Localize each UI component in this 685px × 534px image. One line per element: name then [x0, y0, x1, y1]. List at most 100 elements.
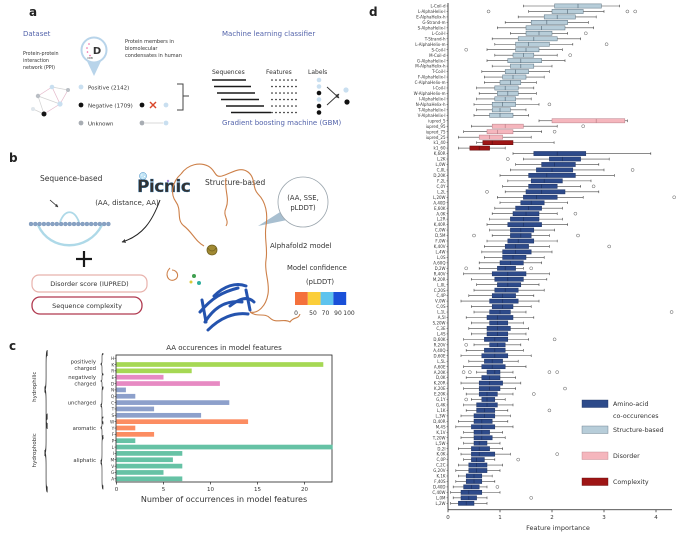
row-label: F,0W: [435, 239, 445, 244]
node: [57, 101, 63, 107]
feature-dot: [295, 92, 297, 94]
outlier-point: [464, 266, 468, 271]
legend-swatch: [581, 399, 609, 408]
box: [499, 260, 524, 266]
feature-dot: [279, 85, 281, 88]
disorder-score-box: [31, 274, 148, 293]
row-label: D,5M: [435, 233, 446, 238]
supergroup-label: hydrophobic: [32, 433, 38, 467]
colorbar-tick: 90: [334, 310, 342, 317]
row-label: K,1K: [436, 474, 445, 479]
box: [536, 167, 574, 173]
panel-b: b Sequence-based Picnic (AA, distance, A…: [9, 151, 355, 332]
outlier-point: [669, 310, 674, 314]
bead: [28, 221, 34, 227]
row-label: A,0K: [436, 211, 446, 216]
ppi-network-icon: [31, 84, 70, 117]
node: [66, 88, 70, 92]
feature-dot: [295, 98, 297, 101]
row-label: M-Coil-d: [429, 53, 446, 58]
node: [49, 84, 55, 90]
bar: [116, 438, 136, 444]
bead: [37, 221, 42, 227]
box: [515, 41, 550, 47]
gbm-caption: Gradient boosting machine (GBM): [222, 119, 341, 127]
outlier-point: [529, 496, 533, 500]
positive-label: Positive (2142): [88, 86, 129, 92]
feature-dot: [287, 79, 289, 81]
xtick-label: 2: [550, 515, 554, 521]
row-label: A,60Q: [433, 260, 445, 265]
xtick-label: 3: [602, 515, 606, 521]
outlier-point: [485, 190, 489, 194]
box: [476, 408, 496, 413]
row-label: L,0M: [436, 495, 446, 500]
group-label: aromatic: [73, 426, 97, 432]
positive-dot: [78, 84, 84, 90]
box: [530, 20, 568, 25]
box: [551, 118, 626, 124]
row-label: E-AlphaHelix-h: [416, 15, 446, 20]
box: [528, 173, 576, 178]
panel-d-tag: d: [369, 5, 378, 19]
bar-label: F: [112, 432, 115, 438]
panel-d-chart: L-Coil-dL-AlphaHelix-lE-AlphaHelix-hG-St…: [414, 3, 676, 532]
outlier-point: [552, 337, 557, 342]
sequence-based-title: Sequence-based: [40, 174, 103, 183]
bracket-icon: [177, 83, 189, 111]
box: [486, 129, 514, 135]
feature-dots-icon: [271, 79, 297, 114]
outlier-point: [506, 157, 510, 161]
row-label: iupred_95: [426, 124, 446, 129]
bar: [116, 387, 126, 393]
box: [494, 276, 524, 282]
bead: [80, 221, 85, 227]
row-label: L,5L: [437, 359, 446, 364]
xtick-label: 1: [498, 515, 502, 521]
svg-text:condensates in human: condensates in human: [125, 53, 182, 59]
xtick-label: 15: [254, 487, 261, 493]
outlier-point: [555, 452, 559, 456]
row-label: iupred_75: [426, 129, 446, 134]
row-label: F,2L: [437, 178, 446, 183]
box: [507, 58, 542, 63]
box: [533, 151, 587, 156]
bead: [89, 221, 94, 227]
box: [515, 47, 540, 53]
outlier-point: [563, 386, 567, 391]
dataset-title: Dataset: [23, 30, 51, 38]
ppi-caption: Protein-protein: [23, 51, 59, 57]
box: [510, 63, 535, 69]
feature-dot: [275, 85, 277, 88]
outlier-point: [576, 233, 580, 238]
row-label: M,20R: [433, 277, 446, 282]
bar-label: S: [111, 413, 114, 419]
bead: [46, 221, 51, 227]
row-label: D,60K: [433, 337, 445, 342]
row-label: D,0K: [436, 375, 446, 380]
row-label: G,20V: [433, 468, 445, 473]
box: [504, 244, 529, 249]
outlier-point: [464, 343, 468, 347]
box: [494, 85, 519, 91]
feature-dot: [275, 111, 277, 114]
box: [484, 358, 503, 364]
node: [35, 93, 41, 99]
feature-dot: [283, 85, 285, 88]
feature-dot: [291, 85, 293, 88]
bar: [116, 444, 333, 450]
row-label: L,0W: [436, 162, 446, 167]
brace-icon: {: [100, 425, 104, 494]
row-label: D,2W: [435, 266, 446, 271]
bar: [116, 381, 220, 386]
legend-label: Disorder: [613, 453, 640, 460]
feature-dot: [295, 85, 297, 88]
colorbar-tick: 70: [322, 310, 330, 317]
row-label: M,4S: [436, 424, 446, 429]
row-label: E,60K: [434, 206, 446, 211]
bead: [97, 221, 102, 227]
outlier-point: [547, 102, 552, 107]
feature-dot: [291, 105, 293, 107]
legend-swatch: [581, 425, 609, 434]
bar-label: H: [111, 356, 114, 362]
